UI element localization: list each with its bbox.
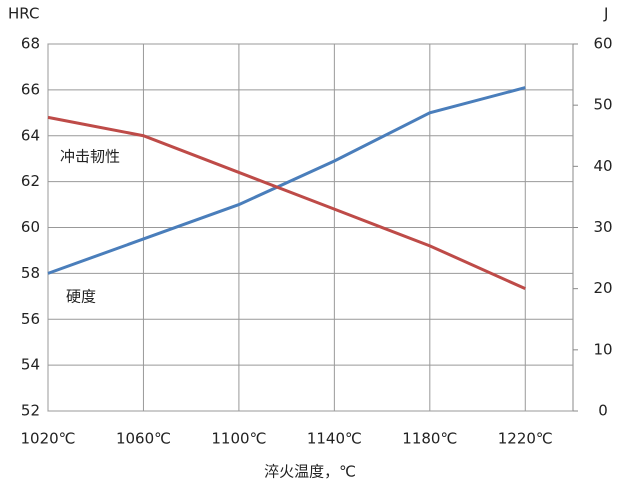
y2-tick-label: 10 — [593, 340, 612, 358]
series-label: 冲击韧性 — [60, 148, 120, 166]
series-label: 硬度 — [66, 288, 96, 306]
y-tick-label: 60 — [21, 218, 40, 236]
y-tick-label: 52 — [21, 402, 40, 420]
x-tick-label: 1180℃ — [402, 430, 457, 448]
x-tick-label: 1220℃ — [498, 430, 553, 448]
y-tick-label: 54 — [21, 356, 40, 374]
y2-tick-label: 30 — [593, 218, 612, 236]
y-tick-label: 64 — [21, 126, 40, 144]
y-tick-label: 56 — [21, 310, 40, 328]
x-tick-label: 1060℃ — [116, 430, 171, 448]
y2-tick-label: 40 — [593, 157, 612, 175]
x-axis-label: 淬火温度，℃ — [264, 463, 356, 481]
y2-tick-label: 20 — [593, 279, 612, 297]
series-line — [47, 86, 526, 275]
y2-tick-label: 60 — [593, 35, 612, 53]
x-tick-label: 1020℃ — [20, 430, 75, 448]
x-tick-label: 1140℃ — [307, 430, 362, 448]
y2-axis-label: J — [603, 5, 608, 23]
y2-tick-label: 0 — [598, 402, 608, 420]
y-tick-label: 58 — [21, 264, 40, 282]
y-tick-label: 62 — [21, 172, 40, 190]
y-tick-label: 66 — [21, 80, 40, 98]
series-line — [47, 115, 526, 291]
y-tick-label: 68 — [21, 35, 40, 53]
y-axis-label: HRC — [8, 5, 39, 23]
x-tick-label: 1100℃ — [211, 430, 266, 448]
y2-tick-label: 50 — [593, 96, 612, 114]
